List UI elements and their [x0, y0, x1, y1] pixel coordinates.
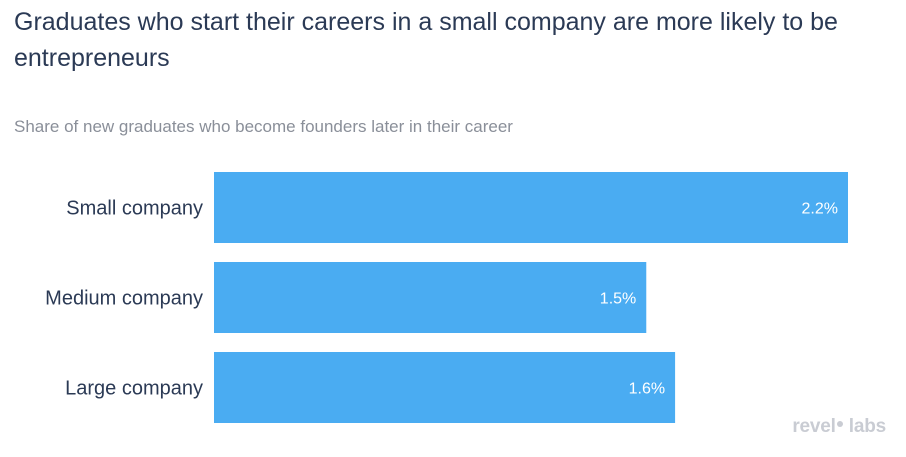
- bar-0: [214, 172, 848, 243]
- chart-subtitle: Share of new graduates who become founde…: [14, 117, 513, 136]
- value-label-2: 1.6%: [629, 381, 665, 398]
- brand-dot-icon: [836, 420, 843, 427]
- bar-1: [214, 262, 647, 333]
- brand-name-end: labs: [848, 416, 886, 437]
- category-label-0: Small company: [66, 198, 203, 220]
- value-label-0: 2.2%: [802, 201, 838, 218]
- brand-name-start: revel: [792, 416, 836, 437]
- bar-2: [214, 352, 676, 423]
- chart-title: Graduates who start their careers in a s…: [14, 8, 838, 72]
- value-label-1: 1.5%: [600, 291, 636, 308]
- category-label-2: Large company: [65, 378, 203, 400]
- brand-logo: revel labs: [792, 416, 886, 438]
- category-label-1: Medium company: [45, 288, 203, 310]
